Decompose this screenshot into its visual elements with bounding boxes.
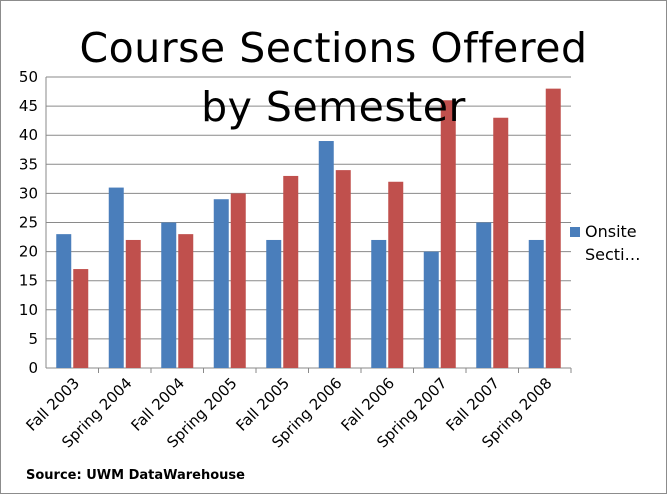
y-tick-label-45: 45 <box>19 97 38 115</box>
legend-swatch-onsite <box>570 227 580 237</box>
bar-series2-spring-2004 <box>125 239 141 368</box>
bar-series2-spring-2007 <box>440 100 456 368</box>
source-note: Source: UWM DataWarehouse <box>26 468 245 483</box>
bar-series2-spring-2006 <box>335 170 351 368</box>
y-tick-label-40: 40 <box>19 126 38 144</box>
bar-series2-fall-2007 <box>493 117 509 369</box>
bar-series1-fall-2004 <box>161 222 177 368</box>
bar-series2-spring-2005 <box>230 193 246 368</box>
bar-series2-fall-2005 <box>283 175 299 368</box>
bar-series2-spring-2008 <box>545 88 561 368</box>
chart-title-line-2: by Semester <box>201 83 466 131</box>
y-tick-label-20: 20 <box>19 243 38 261</box>
legend-label-onsite: Onsite Secti… <box>585 220 665 266</box>
bar-series1-fall-2005 <box>266 239 282 368</box>
y-tick-label-50: 50 <box>19 68 38 86</box>
y-tick-label-35: 35 <box>19 155 38 173</box>
bar-series1-spring-2004 <box>108 187 124 368</box>
bar-series2-fall-2004 <box>178 234 194 368</box>
bar-series1-spring-2008 <box>528 239 544 368</box>
y-tick-label-10: 10 <box>19 301 38 319</box>
bar-series1-spring-2006 <box>318 141 334 368</box>
bar-series1-fall-2003 <box>56 234 72 368</box>
y-tick-label-30: 30 <box>19 184 38 202</box>
y-tick-label-25: 25 <box>19 214 38 232</box>
chart-title-line-1: Course Sections Offered <box>79 24 588 72</box>
y-tick-label-5: 5 <box>28 330 38 348</box>
bar-series2-fall-2006 <box>388 181 404 368</box>
bar-series1-fall-2007 <box>476 222 492 368</box>
legend: Onsite Secti… <box>570 220 665 266</box>
legend-label-line-1: Onsite <box>585 222 637 241</box>
legend-label-line-2: Secti… <box>585 245 641 264</box>
y-tick-label-0: 0 <box>28 359 38 377</box>
bar-series1-fall-2006 <box>371 239 387 368</box>
y-tick-label-15: 15 <box>19 272 38 290</box>
bar-series1-spring-2005 <box>213 199 229 368</box>
bar-series2-fall-2003 <box>73 269 89 368</box>
bar-series1-spring-2007 <box>423 251 439 368</box>
